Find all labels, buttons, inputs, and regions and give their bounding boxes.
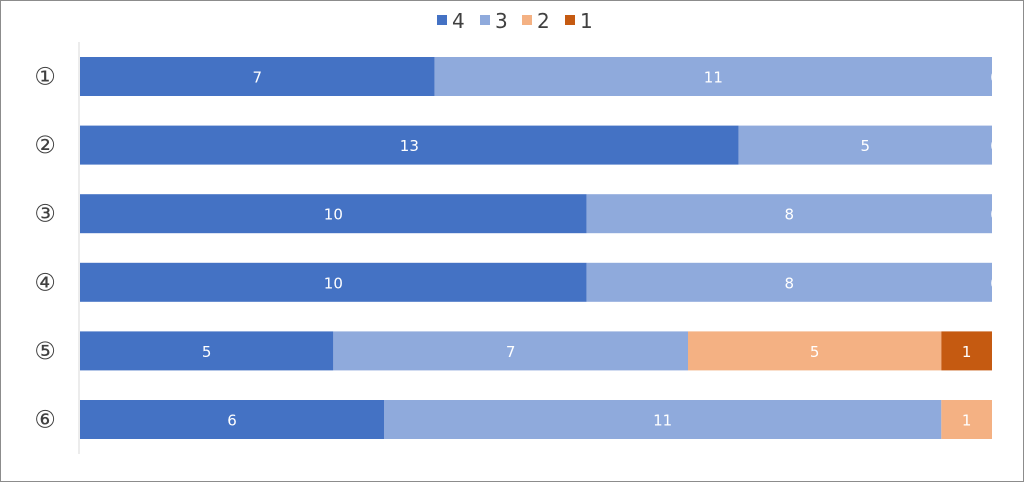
bar-segment-4 [80,194,587,234]
legend-swatch [480,15,490,25]
legend: 4 3 2 1 [437,9,593,33]
data-label: 5 [202,343,212,361]
data-label: 7 [253,69,263,87]
bar-segment-3 [333,331,688,371]
legend-label: 4 [452,9,465,33]
category-label: ⑤ [34,337,56,365]
data-label: 13 [400,137,419,155]
bar-segment-4 [80,331,334,371]
legend-swatch [437,15,447,25]
data-label: 5 [861,137,871,155]
data-label: 0 [990,274,1000,292]
legend-swatch [522,15,532,25]
bar-segment-1 [941,331,992,371]
data-label: 10 [324,206,343,224]
bar-segment-4 [80,125,739,165]
legend-label: 2 [537,9,550,33]
bar-segment-3 [738,125,992,165]
legend-swatch [565,15,575,25]
bar-segment-4 [80,57,435,96]
bar-segment-4 [80,262,587,302]
data-label: 8 [785,206,795,224]
legend-label: 3 [495,9,508,33]
bar-segment-3 [434,57,993,96]
data-label: 10 [324,274,343,292]
data-label: 6 [227,412,237,430]
category-label: ④ [34,268,56,296]
category-label: ① [34,63,56,91]
data-label: 1 [962,343,972,361]
data-label: 7 [506,343,516,361]
data-label: 1 [962,412,972,430]
data-label: 0 [990,69,1000,87]
data-label: 11 [704,69,723,87]
bar-segment-3 [586,262,992,302]
data-label: 8 [785,274,795,292]
data-label: 0 [990,137,1000,155]
bar-segment-3 [586,194,992,234]
legend-label: 1 [580,9,593,33]
category-label: ⑥ [34,406,56,434]
bar-segment-2 [688,331,942,371]
category-label: ② [34,131,56,159]
category-axis: ① ② ③ ④ ⑤ ⑥ [34,63,56,434]
data-label: 11 [653,412,672,430]
data-label: 5 [810,343,820,361]
category-label: ③ [34,200,56,228]
plot-area: 7 11 013 5 010 8 010 8 05 7 5 16 11 1 [80,57,1000,439]
bar-segment-2 [941,400,992,439]
bar-segment-4 [80,400,384,439]
bar-segment-3 [384,400,942,439]
data-label: 0 [990,206,1000,224]
